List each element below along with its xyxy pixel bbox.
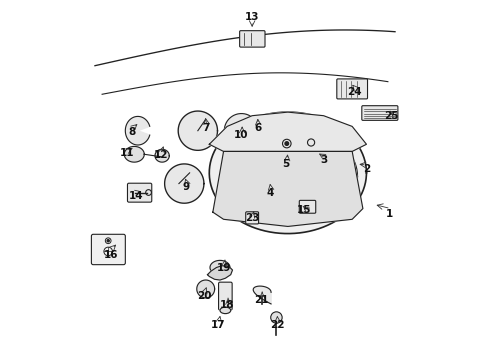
Polygon shape bbox=[155, 149, 169, 162]
Text: 24: 24 bbox=[346, 87, 361, 98]
Text: 25: 25 bbox=[384, 111, 399, 121]
Text: 13: 13 bbox=[245, 13, 259, 22]
FancyBboxPatch shape bbox=[127, 183, 152, 202]
FancyBboxPatch shape bbox=[245, 212, 259, 224]
Text: 18: 18 bbox=[220, 300, 234, 310]
Text: 19: 19 bbox=[217, 262, 231, 273]
Text: 10: 10 bbox=[234, 130, 249, 140]
Text: 21: 21 bbox=[254, 295, 269, 305]
FancyBboxPatch shape bbox=[362, 106, 398, 120]
Circle shape bbox=[270, 312, 282, 323]
Text: 5: 5 bbox=[282, 159, 290, 169]
Polygon shape bbox=[165, 164, 204, 203]
Polygon shape bbox=[213, 152, 363, 226]
Text: 17: 17 bbox=[211, 320, 225, 330]
Polygon shape bbox=[253, 286, 271, 304]
FancyBboxPatch shape bbox=[219, 282, 232, 310]
FancyBboxPatch shape bbox=[299, 201, 316, 213]
Polygon shape bbox=[207, 266, 232, 280]
Text: 1: 1 bbox=[386, 209, 393, 219]
Polygon shape bbox=[197, 280, 215, 298]
Text: 14: 14 bbox=[129, 191, 144, 201]
Polygon shape bbox=[209, 112, 367, 152]
Polygon shape bbox=[290, 141, 358, 212]
Polygon shape bbox=[224, 113, 259, 148]
FancyBboxPatch shape bbox=[92, 234, 125, 265]
Text: 11: 11 bbox=[120, 148, 134, 158]
Text: 3: 3 bbox=[320, 156, 327, 165]
Circle shape bbox=[107, 240, 109, 242]
Text: 20: 20 bbox=[196, 291, 211, 301]
Text: 22: 22 bbox=[270, 320, 284, 330]
Text: 2: 2 bbox=[363, 164, 370, 174]
Polygon shape bbox=[124, 147, 144, 162]
Polygon shape bbox=[209, 112, 367, 234]
Text: 7: 7 bbox=[202, 123, 209, 133]
Text: 9: 9 bbox=[182, 182, 190, 192]
Circle shape bbox=[285, 142, 289, 145]
FancyBboxPatch shape bbox=[240, 31, 265, 47]
Polygon shape bbox=[125, 116, 150, 145]
Ellipse shape bbox=[220, 307, 231, 314]
Text: 4: 4 bbox=[267, 188, 274, 198]
Text: 23: 23 bbox=[245, 212, 259, 222]
Text: 6: 6 bbox=[254, 123, 261, 133]
Text: 12: 12 bbox=[154, 150, 168, 160]
Polygon shape bbox=[225, 141, 293, 212]
Polygon shape bbox=[178, 111, 218, 150]
Text: 15: 15 bbox=[296, 205, 311, 215]
Polygon shape bbox=[210, 260, 230, 275]
Text: 16: 16 bbox=[104, 250, 118, 260]
Text: 8: 8 bbox=[129, 127, 136, 137]
FancyBboxPatch shape bbox=[337, 79, 368, 99]
